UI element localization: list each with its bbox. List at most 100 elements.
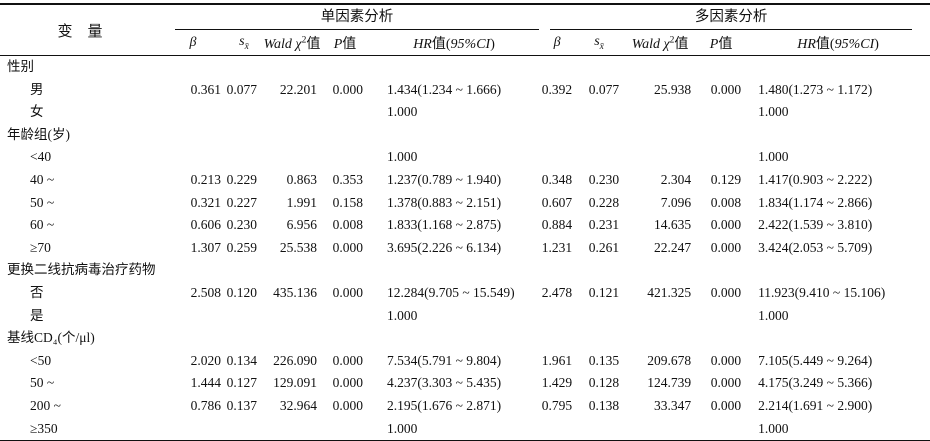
cell-uni-wald: 435.136 (273, 284, 317, 300)
cell-uni-wald (262, 259, 322, 282)
cell-uni-hr (368, 56, 540, 79)
cell-multi-wald (624, 305, 696, 328)
cell-uni-hr: 3.695(2.226 ~ 6.134) (387, 239, 502, 255)
cell-uni-hr: 1.000 (387, 420, 418, 436)
cell-uni-se: 0.134 (226, 352, 257, 368)
cell-uni-p (322, 124, 368, 147)
cell-multi-hr: 7.105(5.449 ~ 9.264) (758, 352, 873, 368)
cell-multi-p: 0.000 (710, 217, 742, 233)
cell-uni-beta: 1.307 (190, 239, 221, 255)
col-header-uni-p: P值 (322, 30, 368, 56)
cell-uni-se (226, 101, 262, 124)
cell-uni-p: 0.000 (332, 352, 363, 368)
cell-uni-se: 0.120 (226, 284, 257, 300)
cell-multi-beta: 0.795 (541, 397, 573, 413)
cell-uni-wald (262, 56, 322, 79)
col-header-uni-hr: HR值(95%CI) (368, 30, 541, 56)
cell-uni-beta (160, 327, 226, 350)
cell-multi-p: 0.000 (710, 81, 742, 97)
cell-multi-beta: 1.961 (541, 352, 573, 368)
cell-uni-wald: 22.201 (279, 81, 317, 97)
header-group-row: 变 量 单因素分析 多因素分析 (0, 4, 930, 56)
cell-uni-se (226, 259, 262, 282)
cell-uni-wald: 129.091 (273, 375, 317, 391)
cell-multi-beta: 1.231 (541, 239, 573, 255)
cell-multi-se: 0.077 (588, 81, 620, 97)
cell-uni-wald: 0.863 (286, 171, 317, 187)
cell-uni-beta (160, 146, 226, 169)
cell-multi-se: 0.230 (588, 171, 620, 187)
cell-multi-p: 0.000 (710, 284, 742, 300)
cell-uni-se: 0.127 (226, 375, 257, 391)
cell-uni-beta: 0.361 (190, 81, 221, 97)
cell-multi-beta: 0.607 (541, 194, 573, 210)
cell-multi-p: 0.008 (710, 194, 742, 210)
cell-multi-wald (624, 146, 696, 169)
row-label: 性别 (7, 59, 34, 74)
cell-multi-beta (540, 56, 574, 79)
cell-multi-se: 0.261 (588, 239, 620, 255)
row-label: 更换二线抗病毒治疗药物 (7, 262, 156, 278)
cell-uni-wald: 226.090 (273, 352, 317, 368)
cell-uni-hr: 1.434(1.234 ~ 1.666) (387, 81, 502, 97)
cell-multi-wald (624, 124, 696, 147)
cell-multi-p (696, 56, 746, 79)
cell-multi-se (574, 56, 624, 79)
cell-multi-hr: 11.923(9.410 ~ 15.106) (758, 284, 886, 300)
cell-multi-hr (746, 124, 930, 147)
table-row: 更换二线抗病毒治疗药物 (0, 259, 930, 282)
col-header-uni-wald: Wald χ2值 (262, 30, 322, 56)
table-row: ≥350 1.000 1.000 (0, 418, 930, 441)
cell-uni-wald: 25.538 (279, 239, 317, 255)
table-row: 女 1.000 1.000 (0, 101, 930, 124)
cell-multi-p: 0.000 (710, 239, 742, 255)
cell-uni-hr: 1.833(1.168 ~ 2.875) (387, 217, 502, 233)
col-header-multi-se: sx̄ (574, 30, 625, 56)
cell-multi-se (574, 418, 624, 441)
cell-uni-p (322, 146, 368, 169)
cell-multi-se: 0.138 (588, 397, 620, 413)
cell-multi-beta: 0.392 (541, 81, 573, 97)
cell-uni-p (322, 418, 368, 441)
cell-uni-beta (160, 124, 226, 147)
cell-multi-beta (540, 418, 574, 441)
cell-multi-beta (540, 124, 574, 147)
cell-multi-wald: 22.247 (653, 239, 692, 255)
row-label: 是 (30, 307, 44, 323)
cell-multi-wald: 2.304 (660, 171, 692, 187)
cell-multi-hr (746, 56, 930, 79)
cell-multi-hr: 1.834(1.174 ~ 2.866) (758, 194, 873, 210)
table-row: 否 2.508 0.120 435.136 0.000 12.284(9.705… (0, 282, 930, 305)
cell-uni-hr (368, 124, 540, 147)
row-label: ≥70 (30, 239, 51, 255)
cell-multi-p: 0.129 (710, 171, 742, 187)
cell-multi-hr: 2.422(1.539 ~ 3.810) (758, 217, 873, 233)
cell-multi-se: 0.121 (588, 284, 620, 300)
cell-uni-hr: 1.378(0.883 ~ 2.151) (387, 194, 502, 210)
row-label: 基线CD₄(个/μl) (7, 330, 95, 346)
cell-uni-p: 0.008 (332, 217, 363, 233)
cell-multi-hr (746, 327, 930, 350)
multivariate-group-header: 多因素分析 (540, 4, 930, 30)
table-row: <50 2.020 0.134 226.090 0.000 7.534(5.79… (0, 350, 930, 373)
cell-multi-wald: 25.938 (653, 81, 692, 97)
cell-multi-se (574, 327, 624, 350)
table-row: 是 1.000 1.000 (0, 305, 930, 328)
cell-uni-se: 0.229 (226, 171, 257, 187)
col-header-uni-beta: β (160, 30, 226, 56)
cell-multi-hr: 1.000 (758, 307, 789, 323)
cell-multi-wald (624, 56, 696, 79)
row-label: 40 ~ (30, 171, 55, 187)
cell-multi-wald (624, 259, 696, 282)
cell-uni-se (226, 418, 262, 441)
cell-multi-hr: 2.214(1.691 ~ 2.900) (758, 397, 873, 413)
cell-multi-se (574, 124, 624, 147)
cell-multi-wald (624, 327, 696, 350)
cell-multi-p (696, 305, 746, 328)
cell-multi-se: 0.135 (588, 352, 620, 368)
cox-regression-table: 变 量 单因素分析 多因素分析 β sx̄ Wald χ2值 P值 HR值(95… (0, 3, 930, 441)
cell-multi-hr: 1.480(1.273 ~ 1.172) (758, 81, 873, 97)
cell-multi-beta: 1.429 (541, 375, 573, 391)
cell-uni-hr: 12.284(9.705 ~ 15.549) (387, 284, 515, 300)
cell-multi-wald: 209.678 (647, 352, 692, 368)
